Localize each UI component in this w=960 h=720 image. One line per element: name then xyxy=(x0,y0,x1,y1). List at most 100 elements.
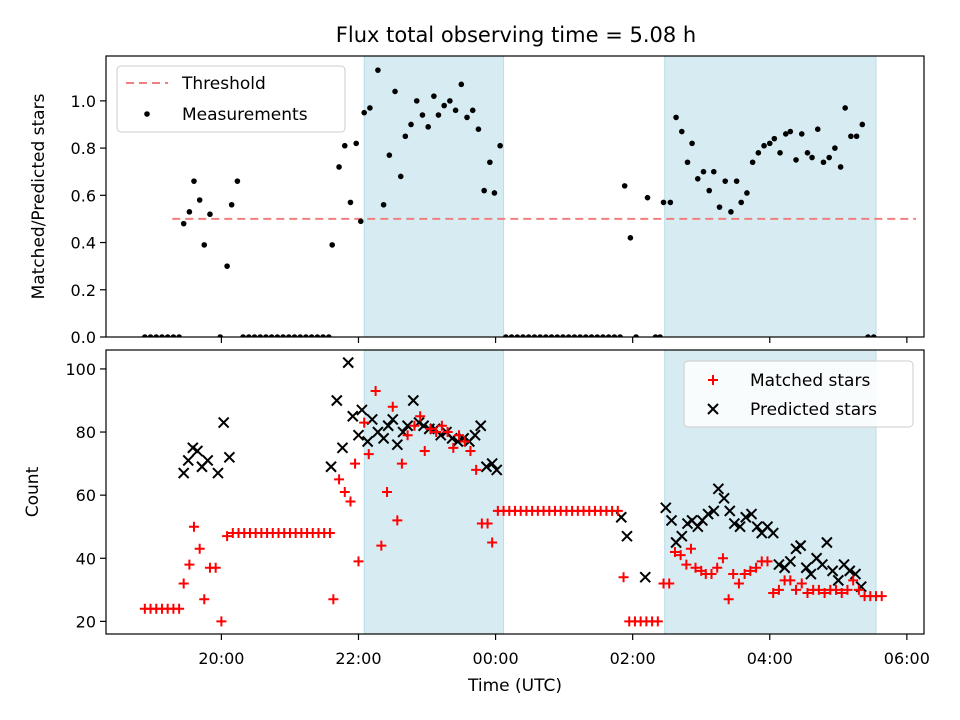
matched-point-13 xyxy=(210,562,221,573)
predicted-point-61 xyxy=(751,521,763,533)
measurement-point-105 xyxy=(738,199,745,206)
predicted-point-13 xyxy=(347,410,359,422)
bottom-data-layer xyxy=(139,356,887,627)
top-ytick-label-4: 0.8 xyxy=(71,139,96,158)
measurement-point-30 xyxy=(314,334,321,337)
predicted-point-10 xyxy=(331,394,343,407)
measurement-point-49 xyxy=(419,112,426,118)
predicted-point-65 xyxy=(773,558,785,571)
predicted-point-37 xyxy=(475,420,487,432)
top-ytick-label-2: 0.4 xyxy=(71,234,96,253)
measurement-point-128 xyxy=(865,334,871,337)
matched-point-103 xyxy=(712,562,723,573)
measurement-point-28 xyxy=(303,334,309,337)
xtick-label-0: 20:00 xyxy=(198,649,244,668)
measurement-point-32 xyxy=(325,334,332,337)
bottom-ytick-label-4: 100 xyxy=(65,360,96,379)
bottom-axes-frame xyxy=(105,349,925,635)
measurement-point-4 xyxy=(164,334,171,337)
measurement-point-59 xyxy=(475,126,482,133)
predicted-point-8 xyxy=(223,451,236,463)
measurement-point-80 xyxy=(594,334,601,337)
xtick-label-4: 04:00 xyxy=(747,649,793,668)
matched-point-10 xyxy=(194,543,205,554)
legend-matched-swatch xyxy=(708,375,718,385)
predicted-point-24 xyxy=(401,420,414,432)
measurement-point-123 xyxy=(837,164,844,170)
measurement-point-108 xyxy=(755,150,762,156)
top-legend: Threshold Measurements xyxy=(116,65,346,133)
matched-point-107 xyxy=(733,578,744,589)
measurement-point-24 xyxy=(280,334,286,337)
measurement-point-54 xyxy=(447,98,453,104)
measurement-point-2 xyxy=(153,334,160,337)
measurement-point-121 xyxy=(826,154,832,161)
measurement-point-113 xyxy=(782,131,789,137)
measurement-point-61 xyxy=(487,159,493,166)
matched-point-121 xyxy=(813,584,824,595)
predicted-point-3 xyxy=(191,445,204,457)
predicted-point-6 xyxy=(212,467,224,479)
measurement-point-25 xyxy=(285,334,292,337)
measurement-point-68 xyxy=(525,334,532,337)
matched-point-50 xyxy=(415,411,426,422)
matched-point-119 xyxy=(802,587,813,598)
measurement-point-58 xyxy=(469,107,476,114)
measurement-point-85 xyxy=(621,183,628,189)
predicted-point-19 xyxy=(377,432,390,445)
matched-point-56 xyxy=(448,442,459,453)
predicted-point-50 xyxy=(692,521,704,533)
predicted-point-71 xyxy=(805,568,817,580)
predicted-point-12 xyxy=(342,356,354,369)
measurement-point-118 xyxy=(809,154,815,161)
bottom-xlabel: Time (UTC) xyxy=(467,676,562,696)
measurement-point-64 xyxy=(503,334,509,337)
measurement-point-120 xyxy=(820,159,827,166)
matched-point-51 xyxy=(419,445,430,456)
matched-point-8 xyxy=(184,559,195,570)
measurement-point-19 xyxy=(251,334,258,337)
predicted-point-39 xyxy=(486,457,498,470)
predicted-point-40 xyxy=(491,464,503,476)
matched-point-127 xyxy=(848,575,859,586)
matched-point-106 xyxy=(728,569,739,580)
measurement-point-92 xyxy=(667,199,674,206)
measurement-point-94 xyxy=(678,128,685,135)
measurement-point-14 xyxy=(224,263,230,269)
matched-point-95 xyxy=(669,546,680,557)
measurement-point-42 xyxy=(380,201,387,208)
predicted-point-59 xyxy=(740,511,752,523)
measurement-point-102 xyxy=(722,178,729,184)
measurement-point-79 xyxy=(588,334,595,337)
measurement-point-67 xyxy=(520,334,526,337)
matched-point-33 xyxy=(324,528,335,539)
measurement-point-115 xyxy=(793,157,799,163)
measurement-point-96 xyxy=(689,140,695,147)
matched-point-41 xyxy=(363,449,374,460)
measurement-point-3 xyxy=(159,334,165,337)
bottom-legend: Matched stars Predicted stars xyxy=(683,360,914,428)
matched-point-39 xyxy=(353,556,364,567)
measurement-point-9 xyxy=(191,178,197,184)
bottom-ytick-label-3: 80 xyxy=(76,423,96,442)
measurement-point-44 xyxy=(392,88,398,95)
legend-predicted-swatch xyxy=(707,403,719,415)
matched-point-117 xyxy=(791,584,802,595)
predicted-point-57 xyxy=(728,517,741,530)
matched-point-97 xyxy=(681,559,692,570)
measurement-point-21 xyxy=(263,334,269,337)
top-observing-span-1 xyxy=(664,55,877,338)
measurement-point-39 xyxy=(361,109,367,116)
measurement-point-83 xyxy=(611,334,618,337)
matched-point-63 xyxy=(487,537,498,548)
measurement-point-12 xyxy=(207,211,213,218)
measurement-point-20 xyxy=(257,334,264,337)
bottom-ytick-label-0: 20 xyxy=(76,612,96,631)
matched-point-132 xyxy=(876,591,887,602)
measurement-point-91 xyxy=(660,199,667,206)
matched-point-58 xyxy=(459,436,470,447)
measurement-point-11 xyxy=(201,242,208,248)
matched-point-62 xyxy=(482,518,493,529)
measurement-point-103 xyxy=(728,209,734,215)
